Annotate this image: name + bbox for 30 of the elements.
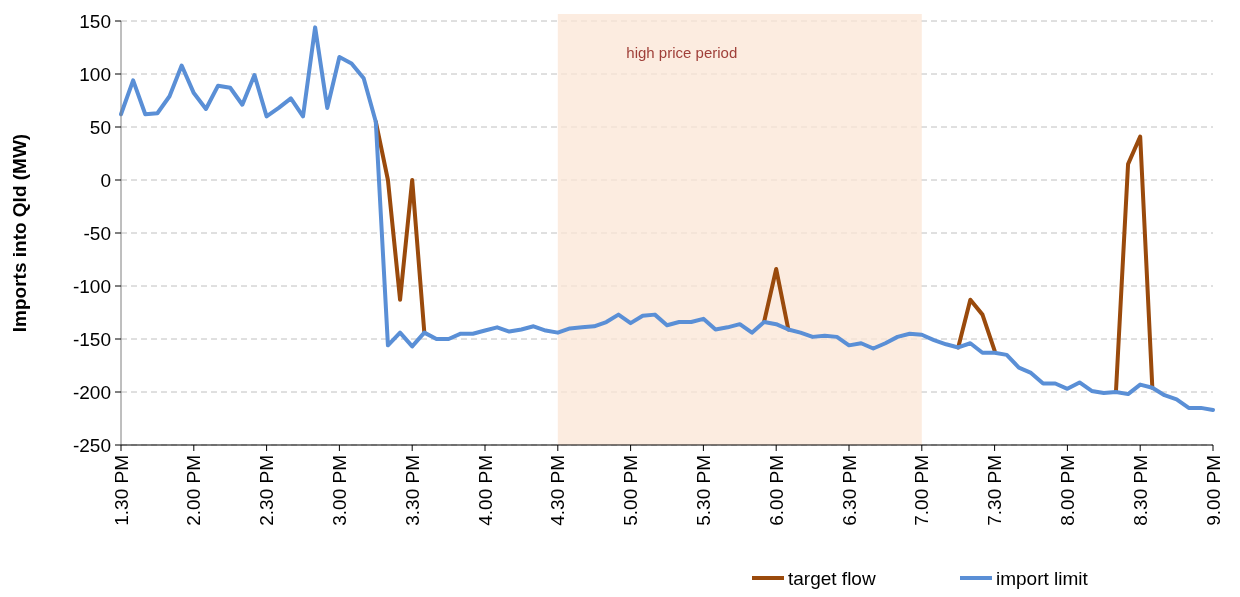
y-tick-label: -250	[72, 434, 111, 456]
line-series	[119, 25, 1215, 413]
x-tick-label: 6.30 PM	[838, 455, 860, 526]
y-tick-label: -100	[72, 275, 111, 297]
x-tick-label: 2.00 PM	[183, 455, 205, 526]
y-tick-label: -200	[72, 381, 111, 403]
x-tick-label: 4.00 PM	[474, 455, 496, 526]
y-tick-label: 50	[89, 116, 111, 138]
legend-label: import limit	[996, 567, 1089, 589]
x-tick-label: 7.00 PM	[911, 455, 933, 526]
x-tick-label: 8.30 PM	[1129, 455, 1151, 526]
y-tick-label: 0	[100, 169, 111, 191]
y-tick-label: -50	[83, 222, 111, 244]
x-tick-label: 6.00 PM	[765, 455, 787, 526]
x-tick-label: 3.00 PM	[329, 455, 351, 526]
x-tick-label: 3.30 PM	[401, 455, 423, 526]
x-tick-label: 9.00 PM	[1202, 455, 1224, 526]
y-axis-title: Imports into Qld (MW)	[9, 133, 30, 333]
legend-label: target flow	[788, 567, 876, 589]
x-tick-label: 5.30 PM	[693, 455, 715, 526]
y-tick-label: 100	[79, 63, 111, 85]
y-tick-label: 150	[79, 10, 111, 32]
x-tick-label: 5.00 PM	[620, 455, 642, 526]
y-tick-label: -150	[72, 328, 111, 350]
x-tick-label: 2.30 PM	[256, 455, 278, 526]
band-label: high price period	[626, 44, 738, 61]
x-tick-label: 7.30 PM	[984, 455, 1006, 526]
x-tick-label: 4.30 PM	[547, 455, 569, 526]
x-tick-label: 8.00 PM	[1057, 455, 1079, 526]
x-tick-label: 1.30 PM	[110, 455, 132, 526]
